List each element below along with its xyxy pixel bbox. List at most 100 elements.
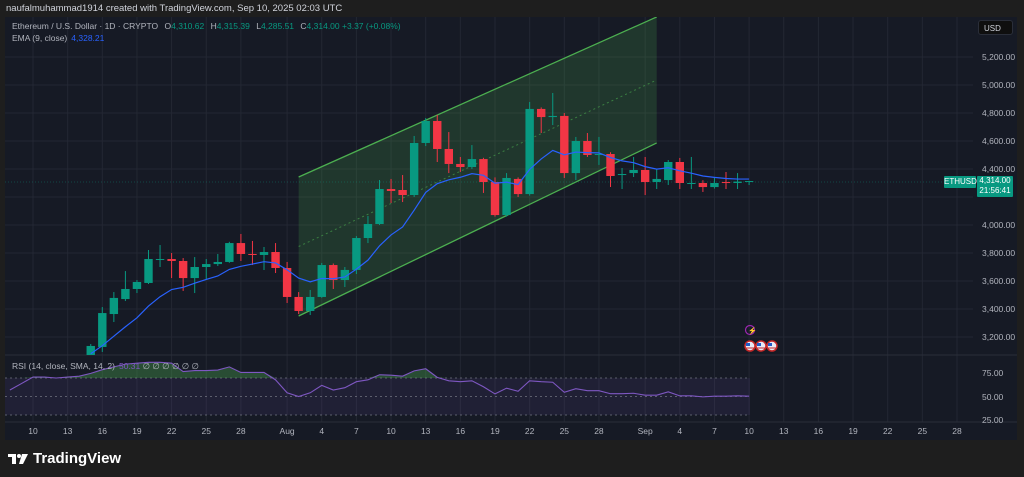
candle [629,156,638,177]
candle-body [98,313,107,347]
candle-body [213,261,222,265]
candle-body [409,142,419,196]
candle [721,171,731,190]
candle-body [306,296,315,311]
candle-body [398,190,407,196]
events[interactable]: ⚡ [744,324,778,352]
channel-lower-line [298,142,657,317]
close-value: 4,314.00 [306,21,340,31]
lightning-event-icon[interactable] [744,324,756,336]
time-axis-label: 7 [712,426,717,436]
candle [444,132,453,174]
ema-value: 4,328.21 [71,33,105,43]
candle [652,169,661,190]
candle-body [178,260,188,279]
tradingview-logo-text: TradingView [33,450,122,467]
tradingview-logo[interactable]: TradingView [8,450,121,467]
ema-label: EMA (9, close) [12,33,68,43]
bar-countdown: 21:56:41 [979,186,1011,195]
rsi-value: 50.31 [118,361,141,371]
symbol-legend[interactable]: Ethereum / U.S. Dollar · 1D · CRYPTO O4,… [12,21,401,31]
candle-body [583,141,592,155]
us-flag-event-icons[interactable] [744,340,778,352]
candle-body [271,252,280,268]
candle [259,246,269,270]
candle-body [640,169,650,183]
rsi-band-lines [5,377,750,416]
time-axis-label: 7 [354,426,359,436]
time-axis-label: 16 [813,426,824,436]
candle [202,259,211,281]
channel-median-line [298,79,657,247]
time-axis-label: 16 [455,426,466,436]
candle-body [433,120,442,149]
rsi-axis-label: 25.00 [982,414,1004,425]
candle-body [259,252,269,255]
open-value: 4,310.62 [171,21,205,31]
candle [294,292,303,315]
candle [617,168,627,190]
candle-body [617,174,627,176]
candle [744,180,754,186]
time-axis-label: 10 [386,426,396,436]
candle [467,145,477,169]
time-axis-label: 10 [28,426,38,436]
symbol-title: Ethereum / U.S. Dollar · 1D · CRYPTO [12,21,159,31]
candle [537,107,546,134]
candle [178,258,188,291]
chart-panel[interactable] [5,17,1017,440]
candle [98,307,107,352]
candle-body [363,224,373,239]
candle-body [132,281,142,289]
candle-body [490,182,500,216]
currency-button[interactable]: USD [978,20,1013,35]
price-axis-label: 3,400.00 [982,304,1016,314]
parallel-channel[interactable] [298,17,657,317]
rsi-legend[interactable]: RSI (14, close, SMA, 14, 2) 50.31 ∅ ∅ ∅ ∅… [12,361,199,372]
candle [640,156,650,196]
candle-body [502,177,511,216]
candle-body [144,259,153,283]
candle [132,280,142,294]
candle-body [687,183,696,184]
candle [225,241,234,263]
candle [363,216,373,244]
candle [675,157,684,190]
rsi-label: RSI (14, close, SMA, 14, 2) [12,361,115,371]
time-axis-label: 13 [420,426,431,436]
price-axis-label: 5,000.00 [982,80,1016,90]
candle [548,92,557,126]
time-axis-label: 16 [97,426,108,436]
last-price: 4,314.00 [979,176,1011,185]
change-value: +3.37 (+0.08%) [342,21,401,31]
rsi-na-values: ∅ ∅ ∅ ∅ ∅ ∅ [142,361,199,371]
price-axis-label: 5,200.00 [982,52,1016,62]
candle [329,263,338,289]
candle-body [352,238,361,270]
price-axis-label: 3,200.00 [982,332,1016,342]
candle-body [698,183,708,188]
candle [271,243,280,274]
candle-body [282,267,292,297]
candle-body [386,189,396,191]
candle-body [317,265,326,297]
candle-body [467,159,477,168]
candle-body [421,120,430,143]
candle-body [121,288,130,300]
candle [248,240,257,266]
high-label: H [210,21,217,31]
candle-body [594,154,604,156]
ema-legend[interactable]: EMA (9, close) 4,328.21 [12,33,104,43]
time-axis-label: 4 [677,426,683,436]
candle-body [456,163,465,168]
price-axis-label: 4,600.00 [982,136,1016,146]
time-axis-label: 28 [594,426,604,436]
candle-body [733,181,742,183]
tradingview-logo-icon [8,453,28,464]
time-axis-label: 4 [319,426,325,436]
time-axis-label: 19 [490,426,500,436]
candle-body [548,115,557,118]
candle [317,262,326,298]
time-axis-label: 19 [132,426,142,436]
